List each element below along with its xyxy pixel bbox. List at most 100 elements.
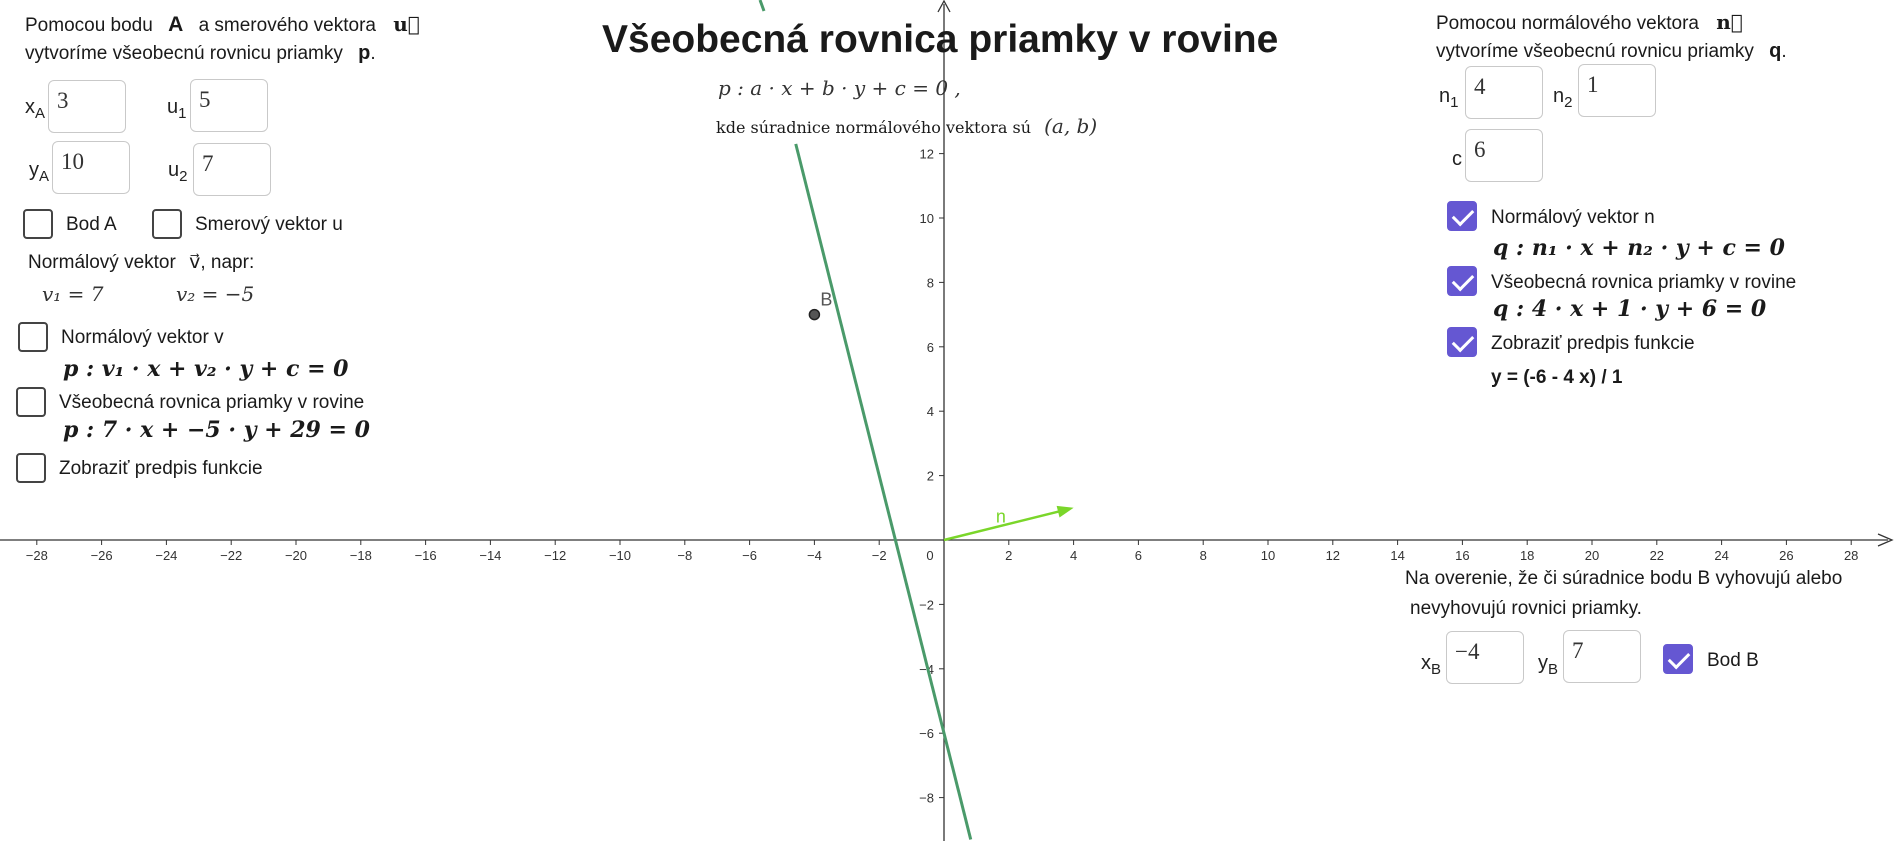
left-intro-mid: a smerového vektora xyxy=(198,15,376,36)
vector-n-label: n xyxy=(996,506,1006,526)
vector-v-symbol: v⃗ xyxy=(189,251,201,273)
normal-suffix: , napr: xyxy=(200,252,255,273)
n1-label-sub: 1 xyxy=(1450,94,1459,111)
equation-q-numeric: q : 4 · x + 1 · y + 6 = 0 xyxy=(1493,296,1767,322)
u1-input[interactable]: 5 xyxy=(190,79,268,132)
n2-label-sub: 2 xyxy=(1564,94,1573,111)
x-tick-label: 14 xyxy=(1390,548,1404,563)
point-b-label: B xyxy=(820,290,832,310)
x-tick-label: −24 xyxy=(155,548,177,563)
x-tick-label: 2 xyxy=(1005,548,1012,563)
vseobecna-rovnica-q-label: Všeobecná rovnica priamky v rovine xyxy=(1491,272,1797,293)
right-intro-line1: Pomocou normálového vektora n⃗ xyxy=(1436,10,1743,35)
x-tick-label: 6 xyxy=(1135,548,1142,563)
line-p-symbol: p xyxy=(358,42,371,64)
verify-line2: nevyhovujú rovnici priamky. xyxy=(1410,598,1642,619)
x-tick-label: 4 xyxy=(1070,548,1077,563)
predpis-funkcie-p-label: Zobraziť predpis funkcie xyxy=(59,458,263,479)
xb-input[interactable]: −4 xyxy=(1446,631,1524,684)
v2-value: v₂ = −5 xyxy=(176,282,255,306)
n2-label-text: n xyxy=(1553,85,1565,107)
function-formula: y = (-6 - 4 x) / 1 xyxy=(1491,367,1623,388)
predpis-funkcie-q-label: Zobraziť predpis funkcie xyxy=(1491,333,1695,354)
left-intro-line2-text: vytvoríme všeobecnú rovnicu priamky xyxy=(25,43,343,64)
u1-label-sub: 1 xyxy=(178,105,187,122)
left-period: . xyxy=(370,43,376,64)
x-tick-label: −6 xyxy=(742,548,757,563)
subtitle-ab: (a, b) xyxy=(1044,114,1098,138)
x-tick-label: −14 xyxy=(479,548,501,563)
x-tick-label: 10 xyxy=(1261,548,1275,563)
line-p-fragment[interactable] xyxy=(758,0,766,12)
u2-input[interactable]: 7 xyxy=(193,143,271,196)
vseobecna-rovnica-q-checkbox[interactable] xyxy=(1447,266,1477,296)
right-intro-text: Pomocou normálového vektora xyxy=(1436,13,1699,34)
x-tick-label: −10 xyxy=(609,548,631,563)
vseobecna-rovnica-p-checkbox[interactable] xyxy=(16,387,46,417)
vector-n[interactable]: n xyxy=(943,505,1074,542)
x-tick-label: 8 xyxy=(1200,548,1207,563)
x-tick-label: −22 xyxy=(220,548,242,563)
normal-vector-v-note: Normálový vektor v⃗, napr: xyxy=(28,251,254,274)
n2-input[interactable]: 1 xyxy=(1578,64,1656,117)
u1-label-text: u xyxy=(167,96,179,118)
x-tick-label: 28 xyxy=(1844,548,1858,563)
x-tick-label: 0 xyxy=(926,548,933,563)
predpis-funkcie-q-checkbox[interactable] xyxy=(1447,327,1477,357)
point-b[interactable]: B xyxy=(808,290,832,321)
normal-vector-n-label: Normálový vektor n xyxy=(1491,207,1655,228)
predpis-funkcie-p-checkbox[interactable] xyxy=(16,453,46,483)
x-tick-label: 26 xyxy=(1779,548,1793,563)
ya-label: yA xyxy=(29,159,49,185)
xb-label-sub: B xyxy=(1431,661,1442,678)
vector-n-symbol: n⃗ xyxy=(1716,10,1743,34)
point-a-symbol: A xyxy=(168,13,184,36)
bod-b-checkbox[interactable] xyxy=(1663,644,1693,674)
right-period: . xyxy=(1781,41,1787,62)
xa-input[interactable]: 3 xyxy=(48,80,126,133)
smerovy-vektor-u-checkbox[interactable] xyxy=(152,209,182,239)
right-intro-line2-text: vytvoríme všeobecnú rovnicu priamky xyxy=(1436,41,1754,62)
line-q[interactable] xyxy=(794,143,973,840)
line-q-symbol: q xyxy=(1769,40,1782,62)
u2-label: u2 xyxy=(168,159,187,185)
x-tick-label: −2 xyxy=(872,548,887,563)
normal-vector-n-checkbox[interactable] xyxy=(1447,201,1477,231)
y-tick-label: −2 xyxy=(919,597,934,612)
x-tick-label: −16 xyxy=(415,548,437,563)
xa-label-sub: A xyxy=(35,105,46,122)
u2-label-sub: 2 xyxy=(179,168,188,185)
yb-label-sub: B xyxy=(1548,661,1559,678)
ya-label-text: y xyxy=(29,159,39,181)
y-axis-arrow xyxy=(937,0,951,13)
yb-input[interactable]: 7 xyxy=(1563,630,1641,683)
xb-label: xB xyxy=(1421,652,1441,678)
normal-vector-v-checkbox[interactable] xyxy=(18,322,48,352)
y-tick-label: 6 xyxy=(927,340,934,355)
left-intro-line2: vytvoríme všeobecnú rovnicu priamky p. xyxy=(25,42,376,65)
c-label: c xyxy=(1452,148,1462,170)
x-tick-label: −20 xyxy=(285,548,307,563)
x-tick-label: 22 xyxy=(1650,548,1664,563)
x-tick-label: −8 xyxy=(677,548,692,563)
x-tick-label: −12 xyxy=(544,548,566,563)
normal-vector-text: Normálový vektor xyxy=(28,252,176,273)
x-axis-ticks: −28 −26 −24 −22 −20 −18 −16 −14 −12 −10 −8 −6 −4 −2 0 2… xyxy=(26,540,1858,563)
smerovy-vektor-u-label: Smerový vektor u xyxy=(195,214,343,235)
v1-value: v₁ = 7 xyxy=(42,282,104,306)
subtitle-note: kde súradnice normálového vektora sú (a,… xyxy=(716,114,1097,138)
c-input[interactable]: 6 xyxy=(1465,129,1543,182)
n1-label: n1 xyxy=(1439,85,1458,111)
x-tick-label: 18 xyxy=(1520,548,1534,563)
yb-label: yB xyxy=(1538,652,1558,678)
x-tick-label: −26 xyxy=(91,548,113,563)
u2-label-text: u xyxy=(168,159,180,181)
x-tick-label: −28 xyxy=(26,548,48,563)
bod-a-checkbox[interactable] xyxy=(23,209,53,239)
vseobecna-rovnica-p-label: Všeobecná rovnica priamky v rovine xyxy=(59,392,365,413)
ya-input[interactable]: 10 xyxy=(52,141,130,194)
n1-input[interactable]: 4 xyxy=(1465,66,1543,119)
x-tick-label: −18 xyxy=(350,548,372,563)
bod-a-label: Bod A xyxy=(66,214,117,235)
